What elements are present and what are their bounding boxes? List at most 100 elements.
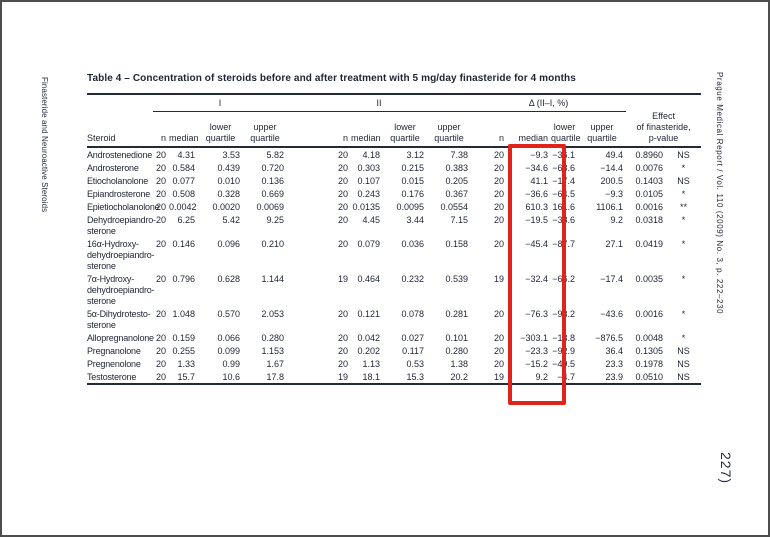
effect-column-header: Effect of finasteride, p-value <box>626 93 702 148</box>
table-row: Pregnanolone 20 0.255 0.099 1.153 20 0.2… <box>87 344 701 357</box>
cell-value: 0.0095 <box>396 202 425 212</box>
cell-value: 0.1305 <box>635 346 664 356</box>
cell-value: 20 <box>155 346 166 356</box>
cell-value: 19 <box>471 370 508 385</box>
cell-value: 20 <box>338 215 349 225</box>
cell-value: 0.99 <box>222 359 240 369</box>
table-row: Testosterone 20 15.7 10.6 17.8 19 18.1 1… <box>87 370 702 385</box>
cell-value: 15.7 <box>169 370 198 385</box>
cell-value: 0.158 <box>445 239 469 249</box>
cell-value: 20.2 <box>427 370 472 385</box>
cell-value: 20 <box>155 359 166 369</box>
cell-value: 0.202 <box>357 346 381 356</box>
cell-value: 0.0042 <box>169 202 197 212</box>
cell-value: 3.12 <box>406 150 425 160</box>
cell-value: 18.1 <box>351 370 384 385</box>
cell-significance: NS <box>677 176 690 186</box>
cell-significance: * <box>681 163 686 173</box>
cell-value: 20 <box>494 163 505 173</box>
cell-value: 0.210 <box>261 239 285 249</box>
cell-significance: NS <box>677 150 690 160</box>
cell-value: 0.464 <box>357 274 381 284</box>
cell-value: 3.53 <box>222 150 240 160</box>
cell-value: 0.027 <box>401 333 425 343</box>
cell-value: 41.1 <box>530 176 549 186</box>
cell-value: 20 <box>494 202 505 212</box>
cell-steroid-name: Epiandrosterone <box>87 189 151 199</box>
cell-value: 20 <box>155 202 166 212</box>
cell-value: 0.0069 <box>256 202 285 212</box>
cell-steroid-name: 16α-Hydroxy- dehydroepiandro- sterone <box>87 239 155 271</box>
cell-value: 17.8 <box>243 370 288 385</box>
cell-value: 20 <box>494 333 505 343</box>
header-steroid: Steroid <box>87 111 153 148</box>
cell-value: 5.82 <box>266 150 285 160</box>
cell-value: 0.669 <box>261 189 285 199</box>
cell-steroid-name: Androstenedione <box>87 150 153 160</box>
header-upper-quartile: upper quartile <box>578 111 627 148</box>
cell-value: 0.232 <box>401 274 425 284</box>
cell-value: 0.584 <box>172 163 195 173</box>
cell-value: 0.328 <box>217 189 240 199</box>
cell-value: 36.4 <box>605 346 624 356</box>
cell-steroid-name: Allopregnanolone <box>87 333 154 343</box>
header-upper-quartile: upper quartile <box>427 111 472 148</box>
page-number: 227) <box>718 452 734 485</box>
table-row: Androstenedione 20 4.31 3.53 5.82 20 4.1… <box>87 147 701 161</box>
cell-value: 1.13 <box>362 359 381 369</box>
cell-value: 20 <box>155 274 166 284</box>
cell-value: 4.31 <box>177 150 195 160</box>
cell-steroid-name: Pregnanolone <box>87 346 141 356</box>
cell-value: 20 <box>155 189 166 199</box>
cell-value: 0.796 <box>172 274 195 284</box>
cell-value: 0.107 <box>357 176 381 186</box>
cell-value: 1.048 <box>172 309 195 319</box>
cell-value: 0.1978 <box>635 359 664 369</box>
cell-value: 20 <box>155 333 166 343</box>
cell-significance: * <box>681 239 686 249</box>
cell-value: 0.255 <box>172 346 195 356</box>
table-row: 16α-Hydroxy- dehydroepiandro- sterone 20… <box>87 237 701 272</box>
cell-value: 0.628 <box>217 274 240 284</box>
cell-value: 20 <box>494 150 505 160</box>
cell-value: −9.3 <box>605 189 624 199</box>
cell-value: 9.2 <box>610 215 624 225</box>
cell-value: 0.042 <box>357 333 381 343</box>
cell-value: 20 <box>155 150 166 160</box>
cell-value: −76.3 <box>525 309 549 319</box>
cell-value: 1.33 <box>177 359 195 369</box>
cell-value: 0.010 <box>217 176 240 186</box>
cell-steroid-name: Etiocholanolone <box>87 176 149 186</box>
header-lower-quartile: lower quartile <box>198 111 243 148</box>
cell-significance: * <box>681 333 686 343</box>
red-highlight-box <box>508 144 566 405</box>
sub-header-row: Steroid n median lower quartile upper qu… <box>87 111 701 148</box>
cell-value: 0.1403 <box>635 176 664 186</box>
cell-value: 0.066 <box>217 333 240 343</box>
group-header-spacer <box>87 93 153 112</box>
cell-value: 20 <box>338 163 349 173</box>
cell-significance: * <box>681 215 686 225</box>
table-body: Androstenedione 20 4.31 3.53 5.82 20 4.1… <box>87 147 702 385</box>
cell-value: 1.153 <box>261 346 285 356</box>
group-header-II: II <box>287 93 472 112</box>
running-header-right: Prague Medical Report / Vol. 110 (2009) … <box>715 72 724 315</box>
cell-value: 1.144 <box>261 274 285 284</box>
table-row: Epietiocholanolone 20 0.0042 0.0020 0.00… <box>87 200 701 213</box>
cell-value: 0.0318 <box>635 215 664 225</box>
cell-value: 20 <box>494 189 505 199</box>
steroids-table: I II Δ (II–I, %) Effect of finasteride, … <box>87 93 702 385</box>
header-lower-quartile: lower quartile <box>551 111 581 148</box>
cell-value: 5.42 <box>222 215 240 225</box>
cell-value: −15.2 <box>525 359 549 369</box>
cell-value: 0.0035 <box>635 274 664 284</box>
header-n: n <box>471 111 508 148</box>
cell-value: 20 <box>338 202 349 212</box>
cell-value: 0.280 <box>445 346 469 356</box>
cell-value: 0.205 <box>445 176 469 186</box>
cell-significance: * <box>681 189 686 199</box>
cell-value: 0.079 <box>357 239 381 249</box>
cell-value: 20 <box>155 176 166 186</box>
header-lower-quartile: lower quartile <box>383 111 428 148</box>
